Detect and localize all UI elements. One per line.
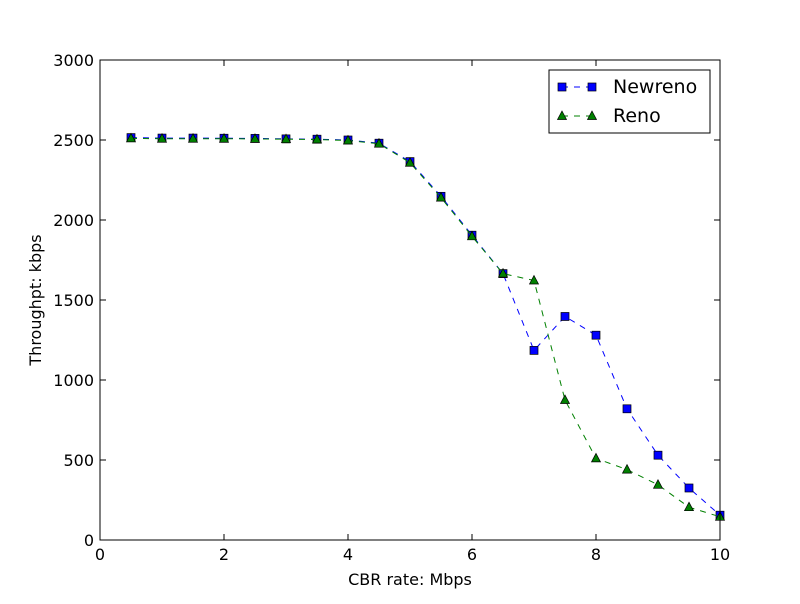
data-point-reno (125, 132, 137, 143)
x-tick-label: 8 (591, 545, 601, 564)
x-tick-label: 10 (710, 545, 730, 564)
y-tick-label: 1500 (53, 291, 94, 310)
x-tick-label: 4 (343, 545, 353, 564)
data-point-reno (218, 132, 230, 143)
x-tick-label: 6 (467, 545, 477, 564)
data-point-reno (373, 137, 385, 148)
plot-area-frame (99, 59, 721, 541)
legend-label-newreno: Newreno (613, 76, 697, 98)
data-point-reno (652, 479, 664, 489)
legend: Newreno Reno (548, 69, 711, 134)
y-tick-label: 0 (84, 531, 94, 550)
legend-marker-newreno-end (587, 82, 597, 92)
data-point-newreno (591, 330, 601, 340)
y-tick-label: 2500 (53, 131, 94, 150)
y-tick-label: 1000 (53, 371, 94, 390)
data-point-reno (156, 132, 168, 143)
data-point-reno (497, 267, 509, 278)
data-point-reno (249, 133, 261, 143)
series-line-newreno (130, 137, 721, 516)
legend-marker-reno-end (586, 110, 598, 120)
data-point-newreno (684, 483, 694, 493)
x-axis-label: CBR rate: Mbps (348, 570, 472, 589)
data-point-newreno (653, 450, 663, 460)
data-point-newreno (622, 404, 632, 414)
x-tick-label: 0 (95, 545, 105, 564)
legend-box (548, 69, 711, 134)
y-tick-label: 2000 (53, 211, 94, 230)
legend-label-reno: Reno (613, 105, 661, 127)
x-tick-label: 2 (219, 545, 229, 564)
y-tick-label: 500 (63, 451, 94, 470)
series-line-reno (130, 137, 721, 518)
legend-marker-newreno (557, 82, 567, 92)
y-tick-label: 3000 (53, 51, 94, 70)
data-point-newreno (560, 312, 570, 321)
data-point-reno (683, 501, 695, 512)
data-point-reno (621, 463, 633, 474)
data-point-reno (342, 134, 354, 145)
data-point-reno (435, 191, 447, 202)
data-point-newreno (529, 346, 539, 355)
data-point-reno (187, 132, 199, 143)
data-point-reno (404, 156, 416, 167)
data-point-reno (590, 452, 602, 463)
data-point-reno (528, 274, 540, 285)
y-axis-label: Throughpt: kbps (26, 234, 45, 366)
data-point-reno (559, 394, 571, 404)
legend-marker-reno (556, 110, 568, 120)
data-point-reno (466, 230, 478, 241)
data-point-reno (280, 133, 292, 144)
data-point-reno (311, 133, 323, 144)
